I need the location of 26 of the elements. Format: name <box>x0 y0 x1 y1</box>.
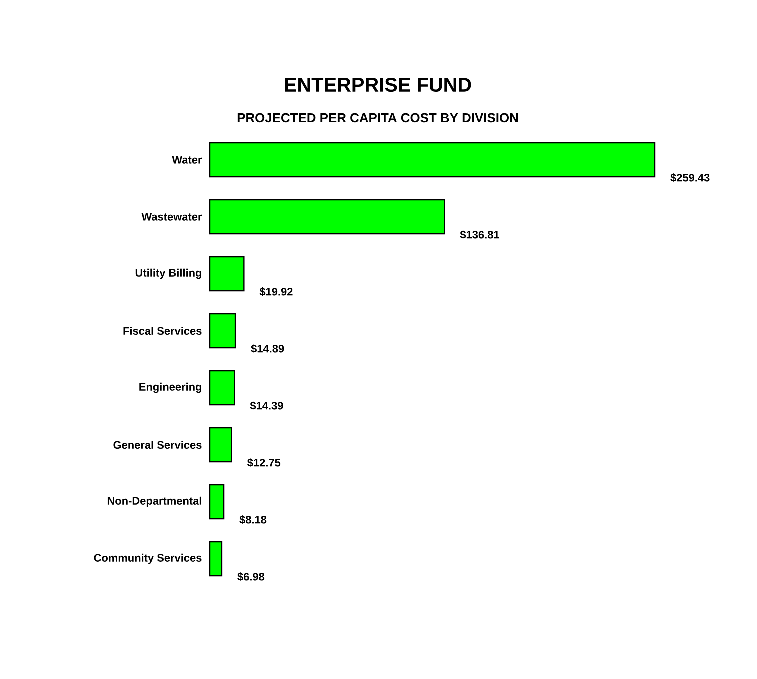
y-tick-label: General Services <box>114 440 202 450</box>
bar <box>209 427 232 463</box>
data-label: $14.39 <box>250 402 284 410</box>
y-tick-label: Utility Billing <box>136 268 202 280</box>
data-label: $259.43 <box>670 174 710 182</box>
bar <box>209 370 236 406</box>
bar <box>209 541 223 577</box>
y-tick-label: Engineering <box>140 382 202 394</box>
bar <box>209 199 446 235</box>
bar <box>209 313 236 349</box>
y-tick-label: Fiscal Services <box>124 326 202 336</box>
y-tick-label: Wastewater <box>142 213 202 221</box>
bar <box>209 256 245 292</box>
y-tick-label: Water <box>172 156 202 164</box>
data-label: $12.75 <box>248 458 281 468</box>
data-label: $19.92 <box>260 288 293 296</box>
chart-title: ENTERPRISE FUND <box>285 78 472 92</box>
data-label: $8.18 <box>240 516 267 524</box>
bar <box>209 142 656 178</box>
data-label: $136.81 <box>460 230 500 240</box>
bar <box>209 484 225 520</box>
y-tick-label: Community Services <box>94 554 202 564</box>
y-tick-label: Non-Departmental <box>108 496 202 508</box>
chart-subtitle: PROJECTED PER CAPITA COST BY DIVISION <box>238 113 518 123</box>
data-label: $14.89 <box>251 344 284 354</box>
data-label: $6.98 <box>238 572 265 582</box>
